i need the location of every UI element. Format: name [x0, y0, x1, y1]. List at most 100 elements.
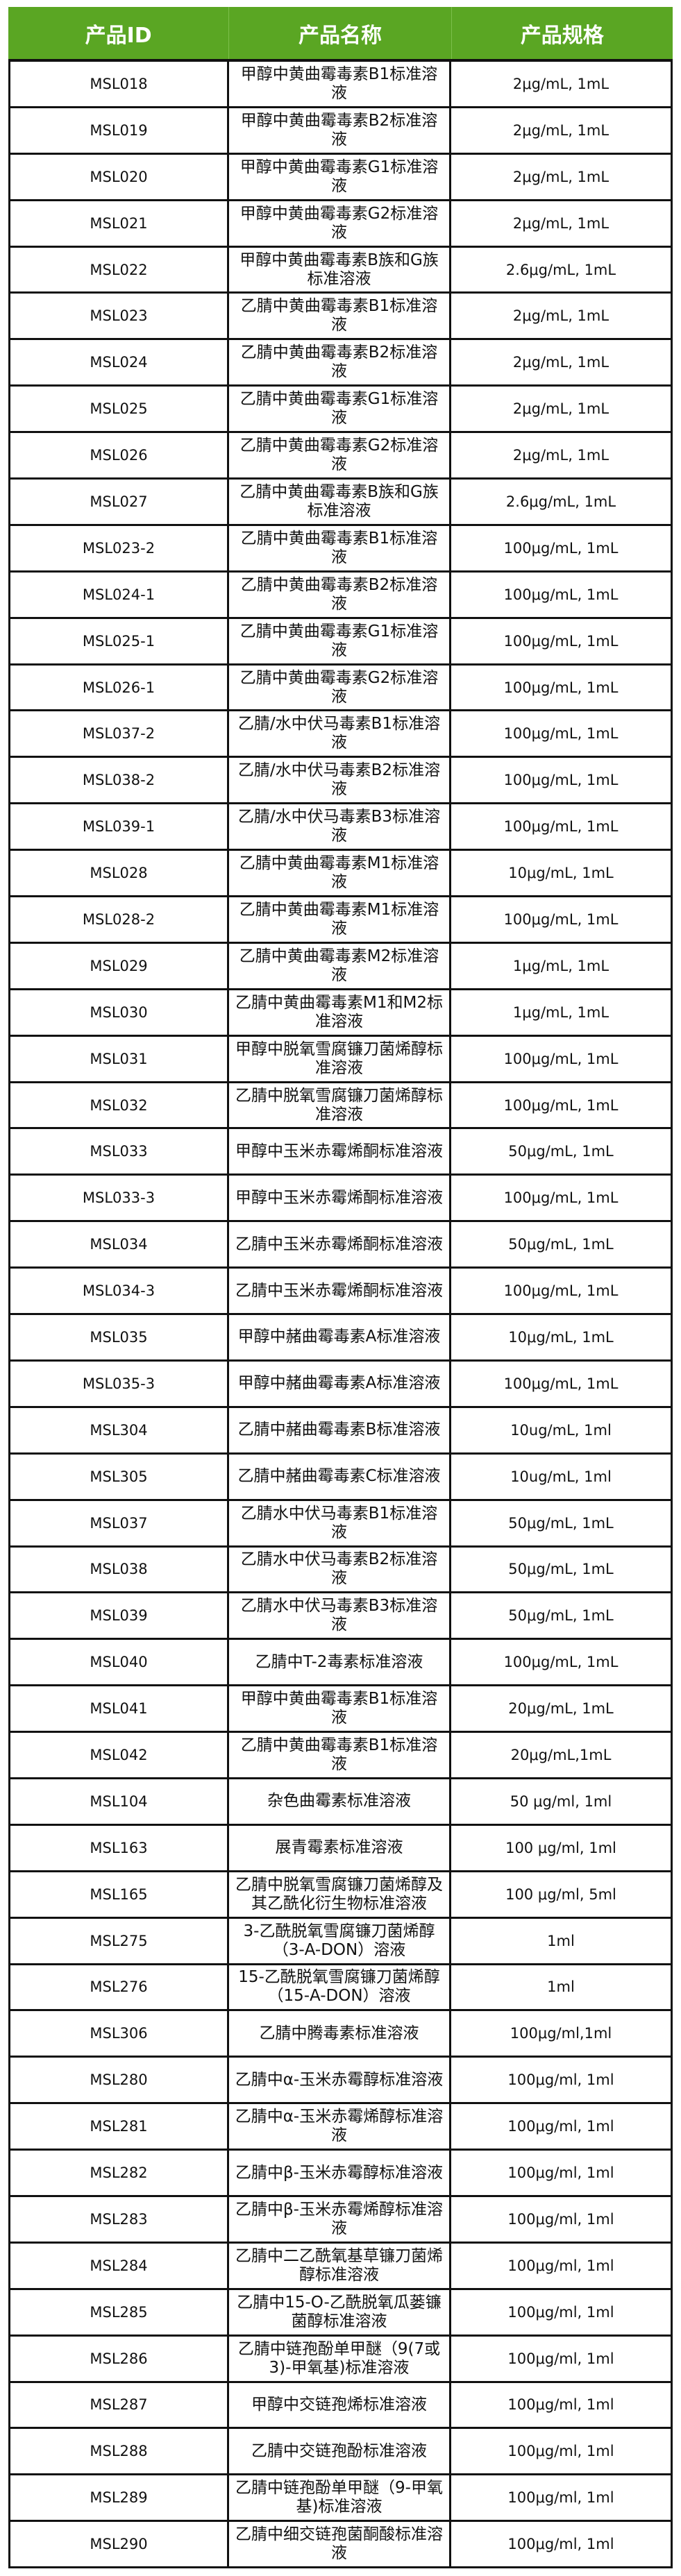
product-id-cell: MSL281 [10, 2104, 229, 2149]
product-name-cell: 甲醇中赭曲霉毒素A标准溶液 [229, 1315, 451, 1359]
product-name-cell: 15-乙酰脱氧雪腐镰刀菌烯醇（15-A-DON）溶液 [229, 1965, 451, 2010]
product-id-cell: MSL042 [10, 1733, 229, 1777]
product-spec-cell: 10μg/mL, 1mL [508, 1328, 614, 1346]
table-row: MSL038-2 乙腈/水中伏马毒素B2标准溶液 100μg/mL, 1mL [10, 758, 671, 805]
product-id-cell: MSL033-3 [10, 1176, 229, 1221]
table-row: MSL035 甲醇中赭曲霉毒素A标准溶液 10μg/mL, 1mL [10, 1315, 671, 1362]
product-id-cell: MSL288 [10, 2429, 229, 2474]
product-spec-cell: 1ml [547, 1932, 575, 1949]
product-name-cell: 乙腈中黄曲霉毒素B1标准溶液 [229, 525, 451, 570]
product-id-cell: MSL290 [10, 2522, 229, 2567]
product-name-cell: 乙腈水中伏马毒素B1标准溶液 [229, 1500, 451, 1545]
product-name-cell: 甲醇中黄曲霉毒素B1标准溶液 [229, 1686, 451, 1731]
table-row: MSL025 乙腈中黄曲霉毒素G1标准溶液 2μg/mL, 1mL [10, 387, 671, 434]
product-name-cell: 甲醇中赭曲霉毒素A标准溶液 [229, 1361, 451, 1406]
product-id-cell: MSL284 [10, 2243, 229, 2288]
table-row: MSL037-2 乙腈/水中伏马毒素B1标准溶液 100μg/mL, 1mL [10, 711, 671, 759]
product-spec-cell: 100μg/ml,1ml [510, 2025, 612, 2042]
product-name-cell: 乙腈中二乙酰氧基草镰刀菌烯醇标准溶液 [229, 2243, 451, 2288]
table-row: MSL281 乙腈中α-玉米赤霉烯醇标准溶液 100μg/ml, 1ml [10, 2104, 671, 2151]
table-row: MSL039-1 乙腈/水中伏马毒素B3标准溶液 100μg/mL, 1mL [10, 804, 671, 851]
product-spec-cell: 10ug/mL, 1ml [510, 1468, 612, 1485]
product-id-cell: MSL030 [10, 990, 229, 1035]
product-name-cell: 乙腈中细交链孢菌酮酸标准溶液 [229, 2522, 451, 2567]
product-name-cell: 乙腈中交链孢酚标准溶液 [229, 2429, 451, 2474]
product-spec-cell: 100μg/mL, 1mL [503, 539, 619, 557]
product-spec-cell: 2μg/mL, 1mL [512, 168, 609, 185]
table-row: MSL034-3 乙腈中玉米赤霉烯酮标准溶液 100μg/mL, 1mL [10, 1269, 671, 1316]
product-id-cell: MSL028-2 [10, 897, 229, 942]
product-id-cell: MSL283 [10, 2196, 229, 2242]
product-name-cell: 乙腈中赭曲霉毒素B标准溶液 [229, 1407, 451, 1452]
product-id-cell: MSL306 [10, 2011, 229, 2056]
table-row: MSL027 乙腈中黄曲霉毒素B族和G族标准溶液 2.6μg/mL, 1mL [10, 480, 671, 526]
table-row: MSL287 甲醇中交链孢烯标准溶液 100μg/ml, 1ml [10, 2382, 671, 2430]
product-spec-cell: 1μg/mL, 1mL [512, 1003, 609, 1021]
product-spec-cell: 1μg/mL, 1mL [512, 957, 609, 974]
table-body: MSL018 甲醇中黄曲霉毒素B1标准溶液 2μg/mL, 1mL MSL019 甲醇中… [8, 59, 673, 2569]
product-spec-cell: 100μg/mL, 1mL [503, 910, 619, 928]
table-row: MSL024 乙腈中黄曲霉毒素B2标准溶液 2μg/mL, 1mL [10, 340, 671, 387]
product-id-cell: MSL038 [10, 1547, 229, 1592]
product-spec-cell: 2μg/mL, 1mL [512, 75, 609, 92]
table-row: MSL037 乙腈水中伏马毒素B1标准溶液 50μg/mL, 1mL [10, 1500, 671, 1548]
product-spec-cell: 50μg/mL, 1mL [508, 1514, 614, 1532]
product-name-cell: 乙腈中黄曲霉毒素M1标准溶液 [229, 897, 451, 942]
product-id-cell: MSL287 [10, 2382, 229, 2427]
product-spec-cell: 100μg/mL, 1mL [503, 725, 619, 743]
product-name-cell: 乙腈中黄曲霉毒素G2标准溶液 [229, 665, 451, 710]
product-name-cell: 乙腈中黄曲霉毒素G1标准溶液 [229, 387, 451, 432]
table-row: MSL020 甲醇中黄曲霉毒素G1标准溶液 2μg/mL, 1mL [10, 154, 671, 201]
product-spec-cell: 100μg/mL, 1mL [503, 679, 619, 696]
product-name-cell: 乙腈中黄曲霉毒素B族和G族标准溶液 [229, 480, 451, 524]
table-row: MSL021 甲醇中黄曲霉毒素G2标准溶液 2μg/mL, 1mL [10, 201, 671, 248]
product-spec-cell: 10ug/mL, 1ml [510, 1421, 612, 1439]
product-id-cell: MSL104 [10, 1779, 229, 1824]
product-spec-cell: 100μg/mL, 1mL [503, 586, 619, 603]
table-row: MSL030 乙腈中黄曲霉毒素M1和M2标准溶液 1μg/mL, 1mL [10, 990, 671, 1037]
product-id-cell: MSL275 [10, 1918, 229, 1963]
product-id-cell: MSL304 [10, 1407, 229, 1452]
product-name-cell: 乙腈水中伏马毒素B2标准溶液 [229, 1547, 451, 1592]
table-row: MSL029 乙腈中黄曲霉毒素M2标准溶液 1μg/mL, 1mL [10, 943, 671, 990]
product-id-cell: MSL021 [10, 201, 229, 246]
product-name-cell: 乙腈/水中伏马毒素B3标准溶液 [229, 804, 451, 849]
product-spec-cell: 100μg/ml, 1ml [507, 2536, 614, 2553]
product-spec-cell: 1ml [547, 1978, 575, 1996]
product-id-cell: MSL041 [10, 1686, 229, 1731]
table-row: MSL039 乙腈水中伏马毒素B3标准溶液 50μg/mL, 1mL [10, 1593, 671, 1641]
product-name-cell: 乙腈中赭曲霉毒素C标准溶液 [229, 1454, 451, 1499]
table-row: MSL165 乙腈中脱氧雪腐镰刀菌烯醇及其乙酰化衍生物标准溶液 100 μg/ml,… [10, 1872, 671, 1919]
table-row: MSL028-2 乙腈中黄曲霉毒素M1标准溶液 100μg/mL, 1mL [10, 897, 671, 944]
product-spec-cell: 50μg/mL, 1mL [508, 1561, 614, 1578]
product-spec-cell: 2μg/mL, 1mL [512, 354, 609, 371]
product-spec-cell: 2.6μg/mL, 1mL [505, 493, 616, 510]
table-row: MSL034 乙腈中玉米赤霉烯酮标准溶液 50μg/mL, 1mL [10, 1222, 671, 1269]
product-id-cell: MSL037 [10, 1500, 229, 1545]
product-spec-cell: 2μg/mL, 1mL [512, 121, 609, 139]
product-name-cell: 乙腈中15-O-乙酰脱氧瓜蒌镰菌醇标准溶液 [229, 2289, 451, 2334]
product-name-cell: 乙腈中黄曲霉毒素B2标准溶液 [229, 572, 451, 617]
product-spec-cell: 100μg/mL, 1mL [503, 818, 619, 836]
product-id-cell: MSL038-2 [10, 758, 229, 803]
product-spec-cell: 100μg/ml, 1ml [507, 2489, 614, 2507]
product-spec-cell: 100μg/ml, 1ml [507, 2443, 614, 2460]
product-spec-cell: 100μg/ml, 1ml [507, 2350, 614, 2367]
product-spec-cell: 50μg/mL, 1mL [508, 1607, 614, 1625]
product-id-cell: MSL282 [10, 2151, 229, 2195]
table-row: MSL031 甲醇中脱氧雪腐镰刀菌烯醇标准溶液 100μg/mL, 1mL [10, 1036, 671, 1083]
table-row: MSL038 乙腈水中伏马毒素B2标准溶液 50μg/mL, 1mL [10, 1547, 671, 1594]
product-name-cell: 展青霉素标准溶液 [229, 1825, 451, 1870]
product-name-cell: 乙腈中黄曲霉毒素M2标准溶液 [229, 943, 451, 988]
product-name-cell: 乙腈中腾毒素标准溶液 [229, 2011, 451, 2056]
product-spec-cell: 100μg/ml, 1ml [507, 2396, 614, 2414]
table-row: MSL032 乙腈中脱氧雪腐镰刀菌烯醇标准溶液 100μg/mL, 1mL [10, 1083, 671, 1130]
product-name-cell: 甲醇中黄曲霉毒素B1标准溶液 [229, 62, 451, 106]
table-row: MSL283 乙腈中β-玉米赤霉烯醇标准溶液 100μg/ml, 1ml [10, 2196, 671, 2244]
product-name-cell: 杂色曲霉素标准溶液 [229, 1779, 451, 1824]
product-table: 产品ID 产品名称 产品规格 MSL018 甲醇中黄曲霉毒素B1标准溶液 2μg/m… [8, 7, 673, 2569]
product-spec-cell: 100 μg/ml, 1ml [505, 1839, 616, 1856]
table-row: MSL025-1 乙腈中黄曲霉毒素G1标准溶液 100μg/mL, 1mL [10, 618, 671, 666]
table-row: MSL286 乙腈中链孢酚单甲醚（9(7或3)-甲氧基)标准溶液 100μg/ml,… [10, 2336, 671, 2383]
product-spec-cell: 100μg/mL, 1mL [503, 1050, 619, 1067]
